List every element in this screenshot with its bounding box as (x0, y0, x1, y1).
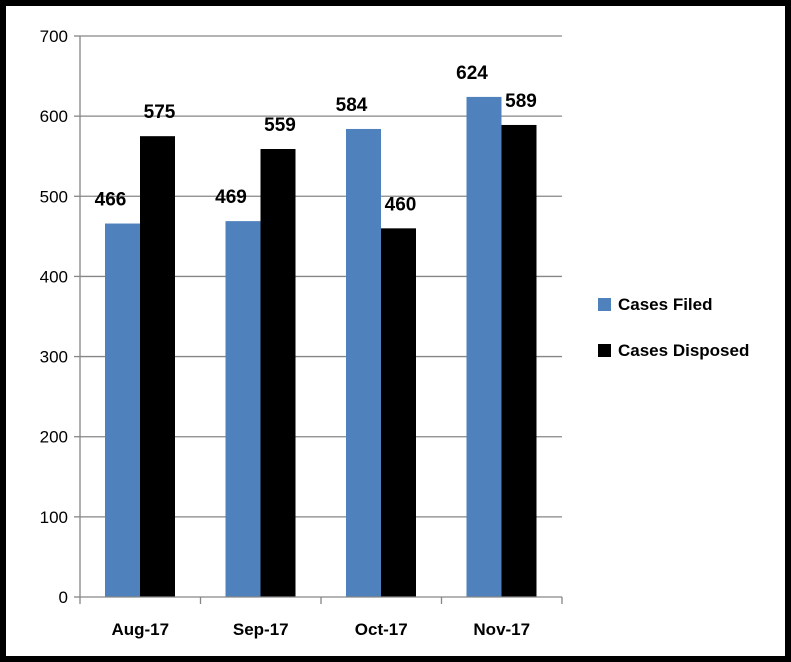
legend: Cases Filed Cases Disposed (598, 295, 749, 360)
legend-label: Cases Filed (618, 295, 713, 314)
y-tick-label: 500 (40, 187, 68, 206)
y-tick-label: 400 (40, 267, 68, 286)
legend-swatch (598, 298, 611, 311)
data-label: 469 (215, 187, 247, 208)
x-axis: Aug-17 Sep-17 Oct-17 Nov-17 (79, 596, 563, 639)
x-tick-label: Aug-17 (111, 620, 169, 639)
bars (105, 96, 537, 598)
bar-cases-filed (105, 223, 140, 597)
x-tick-label: Oct-17 (355, 620, 408, 639)
bar-cases-filed (346, 128, 381, 598)
data-label: 584 (336, 95, 368, 116)
legend-label: Cases Disposed (618, 341, 749, 360)
data-label: 460 (385, 194, 417, 215)
bar-cases-filed (466, 96, 502, 597)
data-label: 559 (264, 115, 296, 136)
y-tick-label: 200 (40, 428, 68, 447)
y-tick-label: 700 (40, 27, 68, 46)
bar-cases-disposed (501, 124, 537, 598)
data-label: 466 (95, 190, 127, 211)
data-label: 575 (144, 102, 176, 123)
data-label: 589 (505, 91, 537, 112)
data-labels: 466 575 469 559 584 460 624 589 (95, 63, 537, 215)
y-tick-label: 300 (40, 348, 68, 367)
bar-cases-filed (225, 221, 261, 597)
bar-cases-disposed (140, 136, 175, 597)
x-tick-label: Sep-17 (233, 620, 289, 639)
x-tick-label: Nov-17 (473, 620, 530, 639)
legend-swatch (598, 344, 611, 357)
bar-cases-disposed (381, 228, 416, 598)
y-tick-label: 0 (59, 588, 68, 607)
data-label: 624 (456, 63, 488, 84)
bar-cases-disposed (260, 149, 296, 597)
y-tick-label: 600 (40, 107, 68, 126)
y-axis: 0 100 200 300 400 500 600 700 (40, 27, 81, 607)
y-tick-label: 100 (40, 508, 68, 527)
